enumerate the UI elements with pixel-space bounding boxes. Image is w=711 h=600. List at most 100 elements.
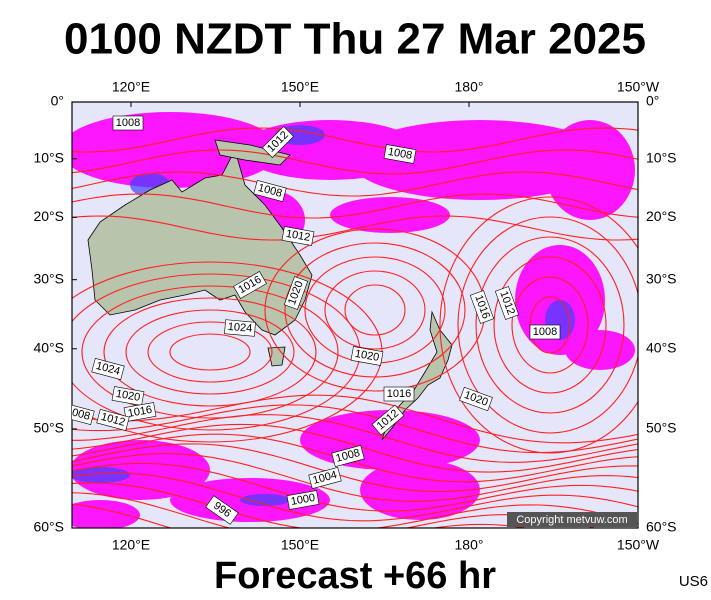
isobar-label: 1020: [354, 348, 380, 364]
isobar: [324, 270, 426, 350]
isobar-label: 1008: [65, 405, 92, 423]
isobar-label-box: [123, 402, 157, 422]
new-zealand: [381, 310, 453, 441]
isobar: [344, 284, 406, 336]
isobar-label-group: 1020: [283, 276, 309, 310]
lon-tick-label: 150°E: [281, 79, 319, 95]
copyright: Copyright metvuw.com: [516, 514, 627, 526]
lon-tick-label: 150°W: [617, 79, 660, 95]
isobar-label-group: 1008: [529, 324, 561, 340]
isobar: [72, 443, 638, 493]
isobar: [81, 285, 339, 419]
isobar: [72, 149, 638, 175]
isobar-label-box: [494, 286, 520, 320]
isobar-label-box: [383, 386, 415, 402]
isobar: [457, 216, 638, 434]
isobar-label-group: 1024: [91, 357, 125, 381]
isobar-label: 1016: [387, 388, 411, 400]
isobar-label-box: [308, 466, 342, 490]
lon-tick-label: 120°E: [112, 79, 150, 95]
isobar: [72, 215, 638, 241]
isobar: [72, 171, 638, 197]
copyright-box: [507, 512, 637, 527]
isobar-label-box: [383, 144, 417, 164]
isobar-label-group: 1024: [224, 319, 256, 337]
isobar-label: 1000: [290, 492, 316, 508]
isobar: [72, 394, 638, 444]
lat-tick-label: 30°S: [33, 270, 64, 286]
lat-tick-label: 10°S: [646, 149, 677, 165]
isobar-label: 1020: [115, 388, 141, 404]
isobar: [169, 333, 251, 371]
isobar-label-group: 1016: [383, 386, 415, 402]
isobar-label-group: 1008: [65, 402, 95, 426]
isobar-label-box: [283, 276, 309, 310]
lat-tick-label: 20°S: [646, 208, 677, 224]
lat-tick-label: 0°: [51, 93, 64, 109]
lat-tick-label: 50°S: [646, 420, 677, 436]
map-area: Copyright metvuw.com: [72, 102, 638, 528]
isobar: [72, 453, 638, 502]
isobar-label: 1012: [285, 228, 311, 244]
forecast-label: Forecast +66 hr: [214, 555, 496, 597]
lat-tick-label: 60°S: [646, 519, 677, 535]
isobar: [125, 309, 295, 395]
isobar: [72, 127, 638, 153]
isobar-label-box: [91, 357, 125, 381]
isobar-label-box: [469, 290, 495, 324]
isobar-label-box: [233, 271, 267, 299]
map-frame: [71, 101, 639, 529]
lat-tick-label: 10°S: [33, 149, 64, 165]
isobar-label-box: [262, 126, 294, 158]
isobar-label-group: 1008: [383, 144, 417, 164]
lon-tick-label: 180°: [455, 79, 484, 95]
isobar: [284, 242, 466, 378]
isobar: [72, 423, 638, 473]
isobar-label-box: [371, 404, 405, 436]
isobar-label-group: 1008: [331, 444, 365, 468]
isobar-label-group: 1016: [123, 402, 157, 422]
lat-tick-label: 40°S: [646, 339, 677, 355]
isobar-label-group: 1004: [308, 466, 342, 490]
isobar-label: 1024: [227, 321, 252, 335]
isobar-label-box: [112, 115, 144, 131]
lat-tick-label: 20°S: [33, 208, 64, 224]
isobar-label-box: [205, 495, 239, 525]
isobar-label: 1008: [116, 117, 140, 129]
lon-tick-label: 180°: [455, 537, 484, 553]
isobar: [475, 236, 625, 414]
model-label: US6: [679, 573, 708, 590]
isobar-label: 1008: [387, 146, 413, 162]
isobar-label-group: 1020: [111, 386, 145, 406]
isobar: [493, 256, 607, 394]
isobar-label-group: 1012: [281, 226, 315, 246]
isobar-label-box: [459, 386, 493, 412]
isobar-label-group: 1016: [469, 290, 495, 324]
isobar-label-group: 1008: [253, 179, 287, 203]
isobar-label-box: [72, 402, 95, 426]
isobar-label-group: 1020: [350, 346, 384, 366]
isobar-label-box: [331, 444, 365, 468]
lon-tick-label: 120°E: [112, 537, 150, 553]
isobar-label-group: 1012: [494, 286, 520, 320]
lon-tick-label: 150°E: [281, 537, 319, 553]
isobar-label-box: [96, 408, 130, 432]
isobar-label-group: 1000: [286, 490, 320, 510]
isobar-label-group: 1012: [96, 408, 130, 432]
isobar: [72, 433, 638, 483]
lat-tick-label: 30°S: [646, 270, 677, 286]
isobar: [72, 462, 638, 512]
isobar: [72, 503, 530, 528]
isobar-label-box: [281, 226, 315, 246]
title: 0100 NZDT Thu 27 Mar 2025: [64, 15, 646, 64]
isobar: [439, 196, 638, 454]
isobar-label-box: [111, 386, 145, 406]
isobar-label-box: [286, 490, 320, 510]
isobar-label-box: [224, 319, 256, 337]
isobar-label-group: 1020: [459, 386, 493, 412]
isobar: [511, 276, 589, 374]
isobar: [72, 404, 638, 454]
